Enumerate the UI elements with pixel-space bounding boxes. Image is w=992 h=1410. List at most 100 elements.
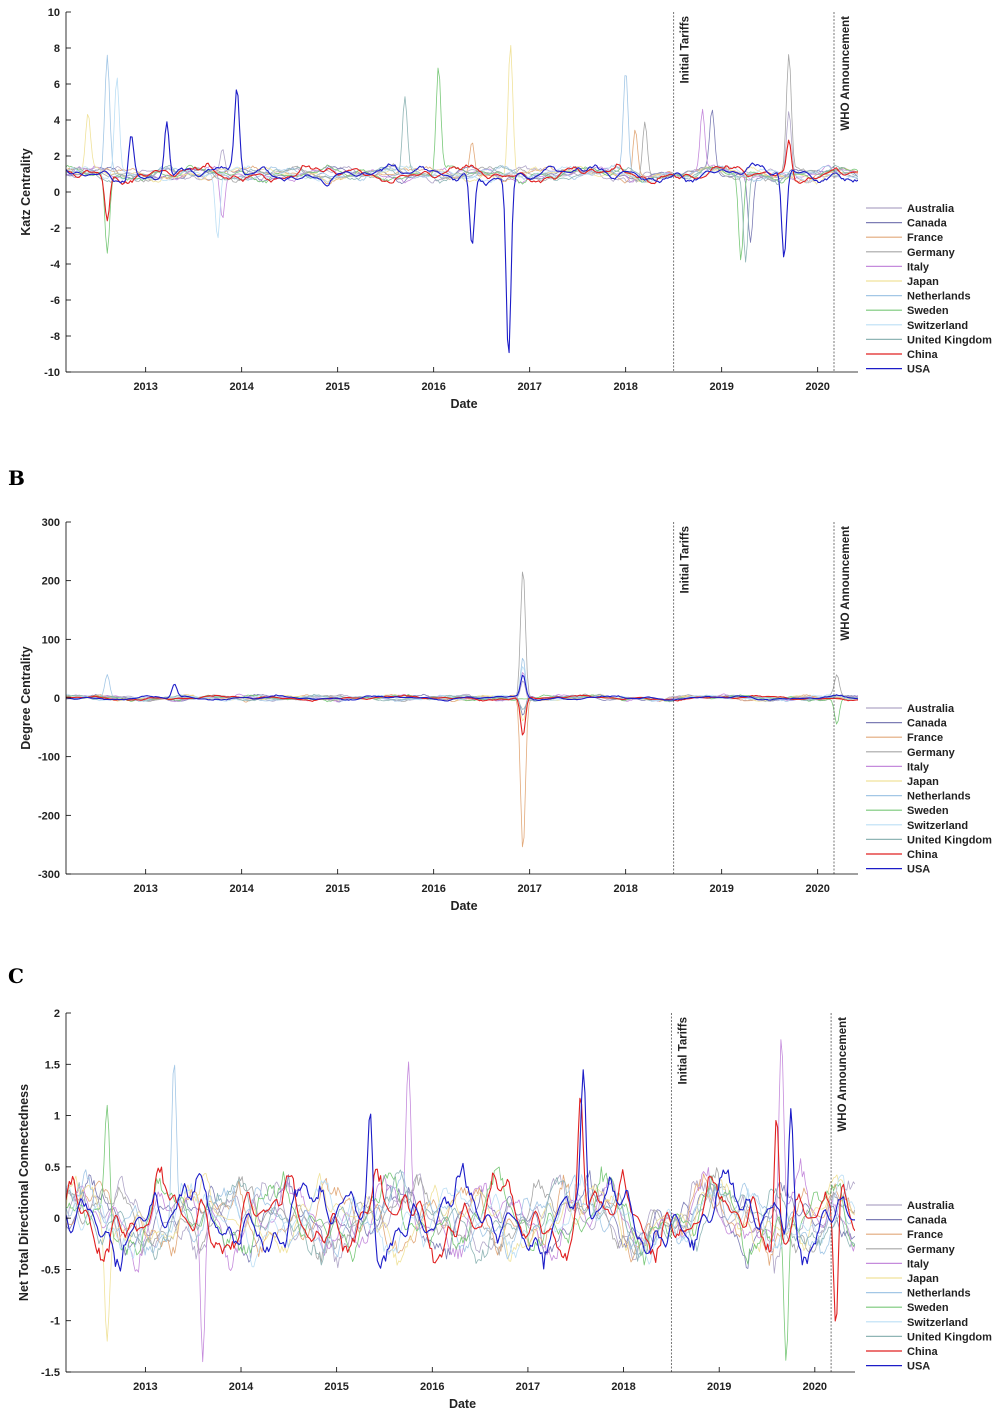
chart-c-plot-area: Initial Tariffs WHO Announcement -1.5 -1 -0.… (17, 1008, 855, 1410)
panel-label-c: C (8, 964, 24, 988)
chart-c-x-tick-label: 2015 (324, 1381, 348, 1393)
chart-b-y-tick-label: 0 (54, 693, 60, 705)
chart-degree-centrality: Initial Tariffs WHO Announcement -300 -200 -… (19, 517, 992, 913)
chart-b-x-tick-label: 2016 (421, 883, 445, 895)
chart-b-y-tick-label: 100 (42, 634, 60, 646)
chart-katz-centrality: Initial Tariffs WHO Announcement -10 -8 -6 -4… (19, 7, 992, 411)
chart-c-x-axis-label: Date (449, 1397, 476, 1410)
chart-c-legend-label-china: China (907, 1346, 938, 1358)
chart-c-legend-label-italy: Italy (907, 1258, 930, 1270)
chart-a-series-line-canada (66, 109, 858, 243)
chart-a-y-tick-label: 0 (54, 187, 60, 199)
chart-c-series-line-switzerland (66, 1174, 855, 1268)
chart-c-legend-label-canada: Canada (907, 1215, 948, 1227)
chart-c-legend-label-switzerland: Switzerland (907, 1317, 968, 1329)
chart-b-y-tick-label: -300 (38, 869, 60, 881)
chart-b-legend-label-usa: USA (907, 864, 930, 876)
chart-a-y-tick-label: -6 (50, 295, 60, 307)
chart-c-y-tick-label: 1.5 (45, 1059, 60, 1071)
chart-c-series-line-usa (66, 1069, 855, 1272)
chart-a-event-label-who-announcement: WHO Announcement (840, 16, 852, 131)
chart-a-plot-area: Initial Tariffs WHO Announcement -10 -8 -6 -4… (19, 7, 858, 411)
chart-a-legend-label-sweden: Sweden (907, 305, 949, 317)
chart-c-y-tick-label: -1 (50, 1316, 60, 1328)
chart-b-legend-label-italy: Italy (907, 761, 930, 773)
chart-c-y-tick-label: 1 (54, 1111, 60, 1123)
chart-c-y-tick-label: -0.5 (41, 1264, 60, 1276)
chart-b-x-tick-label: 2015 (325, 883, 349, 895)
chart-b-event-label-who-announcement: WHO Announcement (840, 526, 852, 641)
chart-a-series-line-usa (66, 89, 858, 354)
chart-c-legend-label-germany: Germany (907, 1244, 956, 1256)
chart-a-event-label-initial-tariffs: Initial Tariffs (680, 16, 692, 84)
chart-c-series-line-australia (66, 1173, 855, 1274)
chart-b-y-tick-label: -200 (38, 810, 60, 822)
chart-a-series-line-netherlands (66, 54, 858, 183)
chart-b-series-line-germany (66, 571, 858, 702)
chart-a-x-tick-label: 2013 (133, 381, 157, 393)
chart-b-legend: Australia Canada France Germany Italy Japan Ne… (866, 703, 992, 876)
chart-a-y-tick-label: -2 (50, 223, 60, 235)
chart-c-series-line-italy (66, 1039, 855, 1363)
chart-a-legend-label-australia: Australia (907, 203, 955, 215)
chart-b-x-tick-label: 2017 (517, 883, 541, 895)
chart-b-x-tick-label: 2014 (229, 883, 254, 895)
chart-a-legend-label-netherlands: Netherlands (907, 291, 971, 303)
chart-b-series-line-china (66, 694, 858, 736)
chart-b-legend-label-sweden: Sweden (907, 805, 949, 817)
chart-a-y-tick-label: -8 (50, 331, 60, 343)
chart-b-legend-label-united-kingdom: United Kingdom (907, 834, 992, 846)
chart-b-x-tick-label: 2020 (805, 883, 829, 895)
chart-c-event-label-who-announcement: WHO Announcement (837, 1017, 849, 1132)
chart-c-series-line-japan (66, 1172, 855, 1342)
chart-c-x-tick-label: 2018 (611, 1381, 635, 1393)
chart-c-legend-label-australia: Australia (907, 1200, 955, 1212)
chart-c-event-label-initial-tariffs: Initial Tariffs (677, 1017, 689, 1085)
chart-a-legend-label-italy: Italy (907, 261, 930, 273)
chart-c-x-tick-label: 2020 (803, 1381, 827, 1393)
chart-a-x-tick-label: 2020 (805, 381, 829, 393)
chart-a-series-line-china (66, 139, 858, 222)
panel-label-b: B (8, 466, 25, 490)
chart-c-y-tick-label: 0.5 (45, 1162, 60, 1174)
chart-a-x-tick-label: 2017 (517, 381, 541, 393)
chart-a-series-line-australia (66, 111, 858, 184)
chart-b-x-tick-label: 2018 (613, 883, 637, 895)
chart-b-series-line-france (66, 693, 858, 848)
chart-b-y-axis-label: Degree Centrality (19, 646, 33, 750)
chart-c-y-tick-label: 0 (54, 1213, 60, 1225)
chart-a-legend: Australia Canada France Germany Italy Japan Ne… (866, 203, 992, 376)
chart-b-y-tick-label: 300 (42, 517, 60, 529)
chart-c-series-group (66, 1039, 855, 1363)
chart-c-y-axis-label: Net Total Directional Connectedness (17, 1084, 31, 1301)
chart-a-series-line-sweden (66, 67, 858, 261)
chart-c-y-tick-label: -1.5 (41, 1367, 60, 1379)
chart-c-y-tick-label: 2 (54, 1008, 60, 1020)
chart-c-legend-label-france: France (907, 1229, 943, 1241)
chart-net-total-directional-connectedness: Initial Tariffs WHO Announcement -1.5 -1 -0.… (17, 1008, 992, 1410)
chart-c-legend-label-japan: Japan (907, 1273, 939, 1285)
chart-c-x-tick-label: 2016 (420, 1381, 444, 1393)
chart-b-legend-label-china: China (907, 849, 938, 861)
chart-b-x-tick-label: 2019 (709, 883, 733, 895)
chart-a-y-tick-label: 6 (54, 79, 60, 91)
chart-a-legend-label-usa: USA (907, 364, 930, 376)
chart-c-legend-label-usa: USA (907, 1361, 930, 1373)
chart-a-x-tick-label: 2018 (613, 381, 637, 393)
chart-c-series-line-netherlands (66, 1064, 855, 1260)
chart-b-legend-label-germany: Germany (907, 747, 956, 759)
chart-c-series-line-sweden (66, 1104, 855, 1361)
chart-a-x-tick-label: 2015 (325, 381, 349, 393)
chart-c-series-line-canada (66, 1170, 855, 1269)
chart-a-series-line-italy (66, 108, 858, 218)
chart-b-y-tick-label: 200 (42, 576, 60, 588)
chart-b-series-line-usa (66, 674, 858, 702)
chart-a-y-tick-label: 2 (54, 151, 60, 163)
chart-a-x-axis-label: Date (450, 397, 477, 411)
chart-c-x-tick-label: 2017 (516, 1381, 540, 1393)
chart-b-legend-label-australia: Australia (907, 703, 955, 715)
chart-a-x-tick-label: 2016 (421, 381, 445, 393)
chart-b-y-tick-label: -100 (38, 752, 60, 764)
chart-c-x-tick-label: 2014 (229, 1381, 254, 1393)
chart-a-x-tick-label: 2019 (709, 381, 733, 393)
